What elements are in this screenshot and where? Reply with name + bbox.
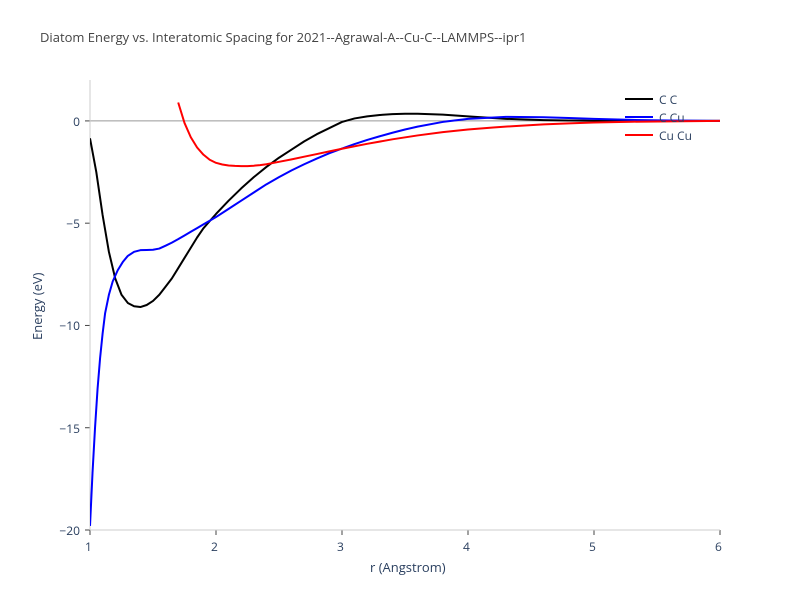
x-tick-label: 6 xyxy=(715,538,722,555)
y-axis-label: Energy (eV) xyxy=(28,273,46,340)
legend-label: C Cu xyxy=(659,109,685,126)
legend-swatch xyxy=(625,98,653,100)
x-tick-label: 1 xyxy=(85,538,92,555)
y-tick-label: −10 xyxy=(59,317,80,334)
legend-label: C C xyxy=(659,91,677,108)
legend-swatch xyxy=(625,134,653,136)
x-tick-label: 5 xyxy=(589,538,596,555)
legend-label: Cu Cu xyxy=(659,127,692,144)
y-tick-label: −15 xyxy=(59,420,80,437)
legend-item[interactable]: C Cu xyxy=(625,108,692,126)
legend-swatch xyxy=(625,116,653,118)
x-tick-label: 3 xyxy=(337,538,344,555)
chart-container: Diatom Energy vs. Interatomic Spacing fo… xyxy=(0,0,800,600)
y-tick-label: 0 xyxy=(73,113,80,130)
x-tick-label: 4 xyxy=(463,538,470,555)
legend-item[interactable]: Cu Cu xyxy=(625,126,692,144)
legend: C CC CuCu Cu xyxy=(625,90,692,144)
x-tick-label: 2 xyxy=(211,538,218,555)
x-axis-label: r (Angstrom) xyxy=(370,558,446,576)
legend-item[interactable]: C C xyxy=(625,90,692,108)
y-tick-label: −5 xyxy=(66,215,80,232)
y-tick-label: −20 xyxy=(59,522,80,539)
